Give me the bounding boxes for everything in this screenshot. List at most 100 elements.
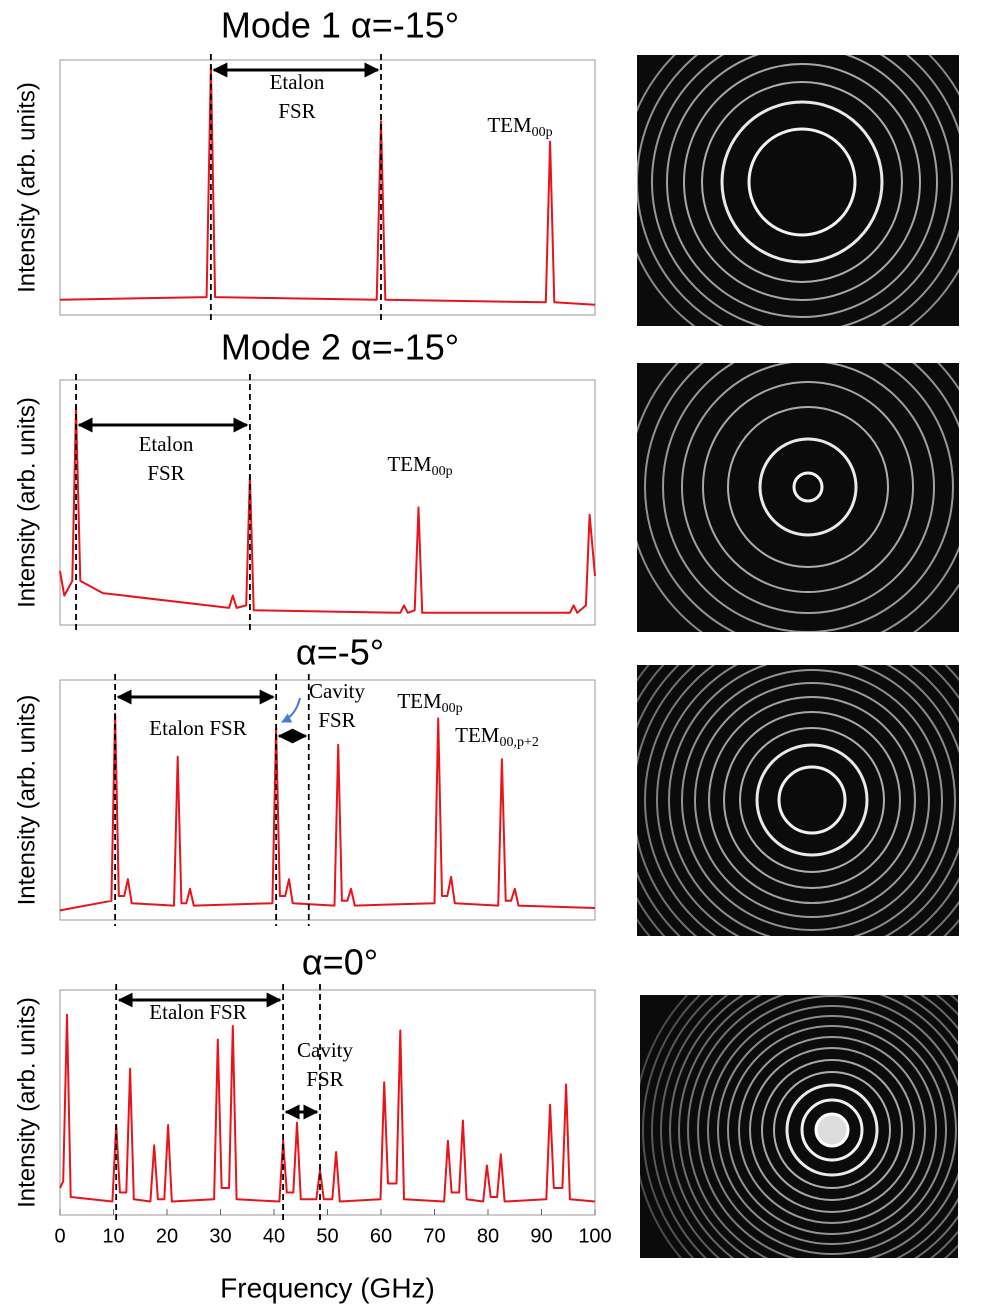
annotation: TEM00,p+2 [455, 723, 539, 750]
center-spot [814, 1112, 850, 1148]
annotation: FSR [318, 708, 355, 732]
ring [681, 669, 943, 931]
ring-image [637, 363, 959, 632]
ring [651, 55, 953, 326]
ring [720, 100, 884, 264]
annotation: Cavity [309, 679, 365, 703]
ring [701, 81, 903, 283]
chart-title: Mode 2 α=-15° [221, 327, 459, 368]
y-axis-label: Intensity (arb. units) [13, 82, 40, 293]
ring [683, 63, 921, 301]
image-bg [637, 665, 959, 936]
ring [681, 363, 935, 614]
ring [727, 406, 889, 568]
annotation: Etalon FSR [149, 716, 246, 740]
chart-title: α=0° [302, 942, 378, 983]
ring [669, 995, 958, 1258]
x-tick-label: 30 [209, 1225, 231, 1247]
annotation: TEM00p [387, 452, 452, 479]
ring [747, 127, 857, 237]
x-tick-label: 20 [156, 1225, 178, 1247]
ring [785, 1083, 879, 1177]
plot-frame [59, 379, 596, 626]
ring [723, 711, 901, 889]
ring [761, 1059, 903, 1201]
ring [727, 1025, 937, 1235]
x-tick-label: 0 [54, 1225, 65, 1247]
ring-image [637, 55, 959, 326]
annotation-subscript: 00p [532, 125, 553, 140]
spectrum-line [59, 64, 596, 306]
ring [668, 665, 956, 936]
ring [708, 696, 916, 904]
annotation: Etalon [139, 432, 194, 456]
ring [660, 995, 958, 1258]
annotation-subscript: 00,p+2 [499, 735, 538, 750]
chart-title: α=-5° [296, 632, 384, 673]
plot-frame [59, 989, 596, 1216]
spectrum-line [59, 712, 596, 912]
annotation-text: TEM [397, 689, 442, 713]
ring [694, 682, 930, 918]
ring-image [640, 995, 958, 1258]
ring [662, 363, 954, 632]
x-axis-label: Frequency (GHz) [220, 1272, 435, 1303]
annotation: FSR [278, 99, 315, 123]
ring [642, 995, 702, 1258]
rings [637, 665, 959, 936]
annotation-subscript: 00p [432, 464, 453, 479]
rings [637, 55, 959, 326]
rings [640, 995, 958, 1258]
annotation-text: TEM [455, 723, 500, 747]
x-tick-label: 40 [263, 1225, 285, 1247]
ring [687, 995, 958, 1258]
annotation: FSR [147, 461, 184, 485]
ring [702, 381, 914, 593]
annotation: Etalon FSR [149, 1000, 246, 1024]
ring [755, 743, 869, 857]
ring [644, 363, 959, 632]
x-tick-label: 70 [423, 1225, 445, 1247]
x-tick-label: 100 [578, 1225, 611, 1247]
ring [651, 995, 958, 1258]
ring [777, 765, 847, 835]
ring [739, 727, 885, 873]
ring [717, 1015, 947, 1245]
ring [656, 665, 959, 936]
x-tick-label: 10 [102, 1225, 124, 1247]
ring [792, 471, 824, 503]
ring-image [637, 665, 959, 936]
y-axis-label: Intensity (arb. units) [13, 997, 40, 1208]
y-axis-label: Intensity (arb. units) [13, 397, 40, 608]
ring [758, 437, 858, 537]
annotation-text: TEM [387, 452, 432, 476]
annotation: Etalon [270, 70, 325, 94]
spectrum-line [59, 405, 596, 614]
ring [738, 1036, 926, 1224]
ring [749, 1047, 915, 1213]
ring [800, 1098, 864, 1162]
ring [707, 1005, 957, 1255]
y-axis-label: Intensity (arb. units) [13, 695, 40, 906]
annotation: TEM00p [397, 689, 462, 716]
ring [773, 1071, 891, 1189]
annotation: Cavity [297, 1038, 353, 1062]
ring [697, 995, 958, 1258]
x-tick-label: 60 [370, 1225, 392, 1247]
annotation: TEM00p [487, 113, 552, 140]
ring [644, 665, 959, 936]
ring [678, 995, 958, 1258]
x-tick-label: 90 [530, 1225, 552, 1247]
annotation: FSR [306, 1067, 343, 1091]
annotation-subscript: 00p [442, 701, 463, 716]
plot-frame [59, 679, 596, 921]
image-bg [637, 55, 959, 326]
ring [666, 55, 938, 318]
rings [637, 363, 959, 632]
x-tick-label: 50 [316, 1225, 338, 1247]
pointer-arrow [281, 697, 301, 723]
x-tick-label: 80 [477, 1225, 499, 1247]
plot-frame [59, 59, 596, 316]
annotation-text: TEM [487, 113, 532, 137]
